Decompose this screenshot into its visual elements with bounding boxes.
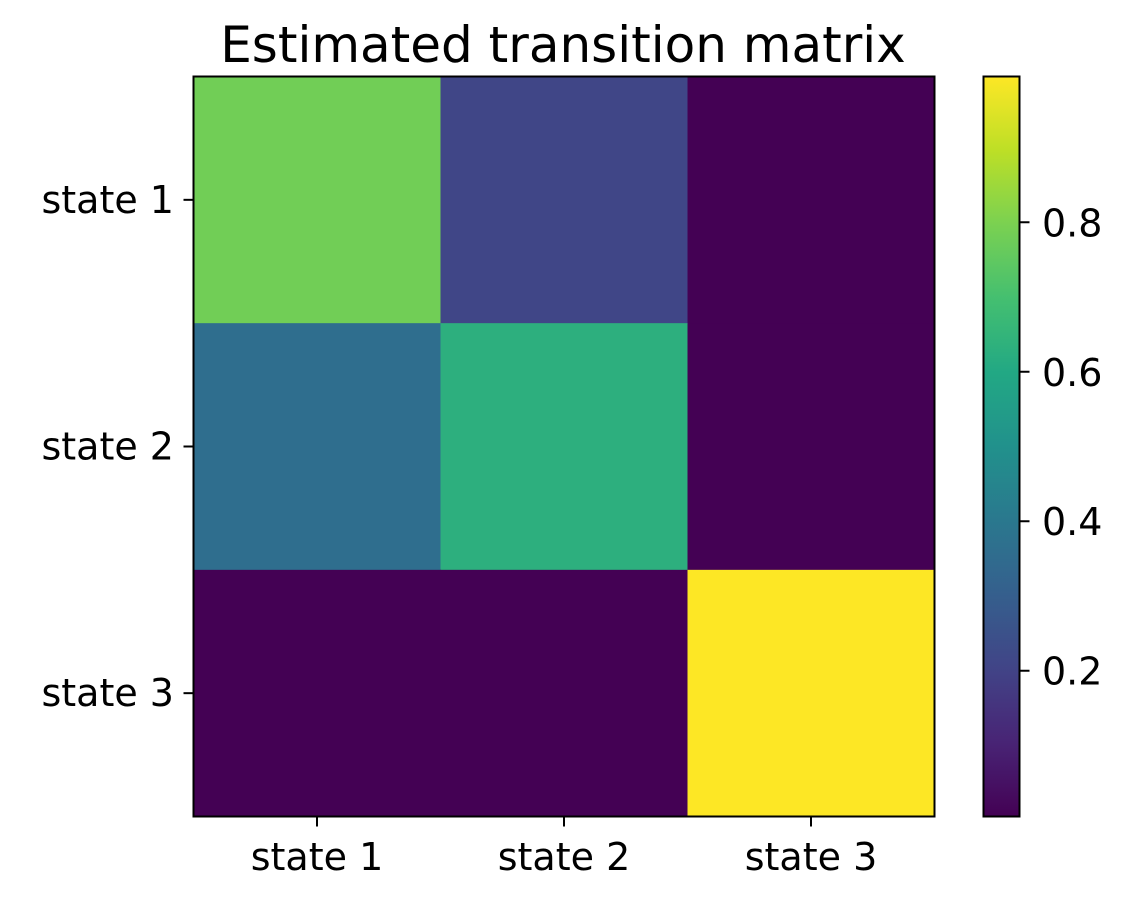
colorbar: 0.2 0.4 0.6 0.8 (982, 75, 1102, 818)
y-tick-label: state 3 (41, 671, 174, 715)
heatmap-cell (193, 569, 442, 818)
y-tick-label: state 2 (41, 425, 174, 469)
colorbar-tick-label: 0.6 (1042, 351, 1102, 395)
colorbar-gradient (982, 75, 1021, 818)
chart-title: Estimated transition matrix (220, 16, 906, 74)
heatmap-cell (687, 76, 936, 324)
x-tick-label: state 3 (745, 835, 878, 879)
heatmap-cell (687, 323, 936, 571)
y-axis: state 1 state 2 state 3 (41, 178, 194, 715)
heatmap-cells (193, 76, 936, 818)
y-tick-label: state 1 (41, 178, 174, 222)
x-axis: state 1 state 2 state 3 (251, 816, 878, 879)
colorbar-tick-label: 0.8 (1042, 201, 1102, 245)
heatmap-cell (193, 323, 442, 571)
colorbar-tick-label: 0.4 (1042, 500, 1102, 544)
heatmap-cell (440, 76, 689, 324)
heatmap-cell (193, 76, 442, 324)
colorbar-tick-label: 0.2 (1042, 650, 1102, 694)
heatmap-cell (440, 323, 689, 571)
x-tick-label: state 1 (251, 835, 384, 879)
heatmap-cell (440, 569, 689, 818)
x-tick-label: state 2 (498, 835, 631, 879)
heatmap-cell (687, 569, 936, 818)
